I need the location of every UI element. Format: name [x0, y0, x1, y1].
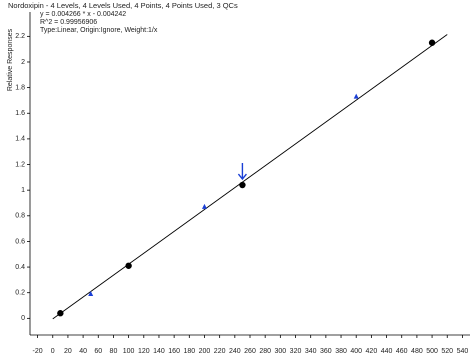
fit-line [52, 34, 448, 320]
calibrator-point [239, 181, 246, 189]
y-tick-label: 2.2 [15, 33, 25, 40]
y-tick-label: 1.2 [15, 161, 25, 168]
x-tick-label: 40 [79, 348, 87, 355]
x-tick-label: 520 [441, 348, 453, 355]
calibrator-point [57, 310, 64, 317]
x-tick-label: 380 [335, 348, 347, 355]
annotation: R^2 = 0.99956906 [40, 19, 97, 26]
y-tick-label: 0.6 [15, 238, 25, 245]
y-tick-label: 0 [21, 315, 25, 322]
annotation: y = 0.004266 * x - 0.004242 [40, 11, 126, 18]
y-tick-label: 0.8 [15, 213, 25, 220]
x-tick-label: 480 [411, 348, 423, 355]
y-tick-label: 1.4 [15, 136, 25, 143]
x-tick-label: 240 [229, 348, 241, 355]
x-tick-label: 120 [138, 348, 150, 355]
qc-point [353, 93, 359, 99]
y-axis-label: Relative Responses [7, 28, 14, 91]
y-tick-label: 1.6 [15, 110, 25, 117]
x-tick-label: 460 [396, 348, 408, 355]
x-tick-label: 340 [305, 348, 317, 355]
x-tick-label: 220 [214, 348, 226, 355]
x-tick-label: 300 [275, 348, 287, 355]
x-tick-label: 200 [199, 348, 211, 355]
chart-title: Nordoxipin - 4 Levels, 4 Levels Used, 4 … [8, 1, 238, 10]
x-tick-label: 420 [366, 348, 378, 355]
qc-point [201, 203, 207, 209]
y-tick-label: 2 [21, 59, 25, 66]
x-tick-label: 60 [94, 348, 102, 355]
x-tick-label: 440 [381, 348, 393, 355]
x-tick-label: 100 [123, 348, 135, 355]
x-tick-label: 320 [290, 348, 302, 355]
x-tick-label: 160 [168, 348, 180, 355]
x-tick-label: 500 [426, 348, 438, 355]
x-tick-label: 0 [51, 348, 55, 355]
x-tick-label: 20 [64, 348, 72, 355]
x-tick-label: 260 [244, 348, 256, 355]
x-tick-label: 400 [350, 348, 362, 355]
x-tick-label: 280 [259, 348, 271, 355]
x-tick-label: 140 [153, 348, 165, 355]
y-tick-label: 0.4 [15, 264, 25, 271]
annotation: Type:Linear, Origin:Ignore, Weight:1/x [40, 27, 158, 34]
x-tick-label: 180 [183, 348, 195, 355]
x-tick-label: 540 [457, 348, 469, 355]
x-tick-label: 360 [320, 348, 332, 355]
calibrator-point [125, 262, 132, 269]
qc-point [88, 290, 94, 296]
y-tick-label: 0.2 [15, 290, 25, 297]
selection-arrow [237, 163, 247, 181]
y-tick-label: 1 [21, 187, 25, 194]
x-tick-label: -20 [33, 348, 43, 355]
calibrator-point [428, 39, 436, 46]
y-tick-label: 1.8 [15, 84, 25, 91]
x-tick-label: 80 [110, 348, 118, 355]
